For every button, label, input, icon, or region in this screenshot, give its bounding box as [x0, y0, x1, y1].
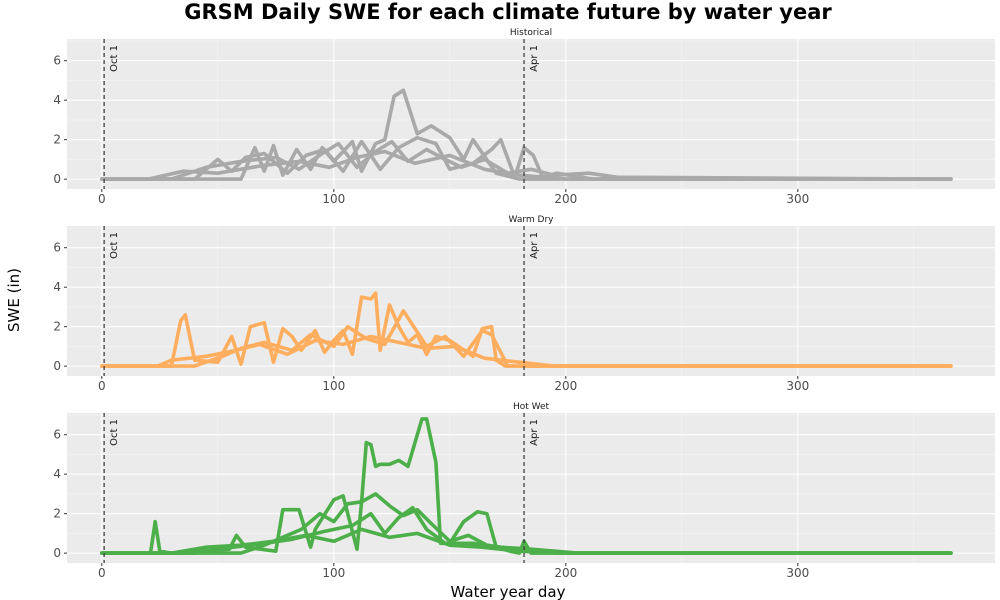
series-group — [100, 291, 953, 368]
panel-hot-wet: Hot Wet Oct 1 Apr 1 0 2 4 6 0 100 200 300 — [53, 402, 995, 580]
chart-title: GRSM Daily SWE for each climate future b… — [184, 0, 832, 24]
y-tick-label: 4 — [53, 467, 61, 481]
x-tick-label: 200 — [554, 379, 577, 393]
y-tick-label: 2 — [53, 133, 61, 147]
x-tick-label: 100 — [322, 192, 345, 206]
series-line-4 — [100, 527, 953, 555]
x-tick-label: 100 — [322, 379, 345, 393]
reference-line-label: Apr 1 — [529, 45, 540, 72]
series-line-1 — [100, 88, 953, 181]
x-tick-label: 0 — [98, 192, 106, 206]
x-axis-title: Water year day — [451, 583, 566, 600]
panel-background — [67, 413, 995, 563]
y-tick-label: 0 — [53, 172, 61, 186]
series-line-2 — [100, 135, 953, 181]
series-group — [100, 417, 953, 555]
reference-line-label: Oct 1 — [109, 232, 120, 259]
reference-line-label: Apr 1 — [529, 419, 540, 446]
x-tick-label: 0 — [98, 566, 106, 580]
series-line-3 — [100, 334, 953, 368]
x-tick-label: 200 — [554, 566, 577, 580]
x-tick-label: 100 — [322, 566, 345, 580]
y-tick-label: 4 — [53, 93, 61, 107]
y-tick-label: 6 — [53, 428, 61, 442]
reference-line-label: Apr 1 — [529, 232, 540, 259]
series-line-1 — [100, 417, 953, 555]
x-tick-label: 300 — [786, 566, 809, 580]
panel-warm-dry: Warm Dry Oct 1 Apr 1 0 2 4 6 0 100 200 300 — [53, 215, 995, 393]
series-line-3 — [100, 139, 953, 181]
series-group — [100, 88, 953, 181]
x-tick-label: 200 — [554, 192, 577, 206]
panel-historical: Historical Oct 1 Apr 1 0 2 4 6 0 100 200 300 — [53, 28, 995, 206]
reference-line-label: Oct 1 — [109, 419, 120, 446]
y-tick-label: 0 — [53, 359, 61, 373]
series-line-4 — [100, 149, 953, 181]
y-axis-title: SWE (in) — [5, 268, 23, 332]
y-tick-label: 6 — [53, 54, 61, 68]
y-tick-label: 0 — [53, 546, 61, 560]
x-tick-label: 300 — [786, 379, 809, 393]
x-tick-label: 0 — [98, 379, 106, 393]
y-tick-label: 4 — [53, 280, 61, 294]
facet-label: Hot Wet — [513, 402, 550, 412]
y-tick-label: 2 — [53, 507, 61, 521]
y-tick-label: 2 — [53, 320, 61, 334]
reference-line-label: Oct 1 — [109, 45, 120, 72]
facet-label: Historical — [510, 28, 552, 38]
y-tick-label: 6 — [53, 241, 61, 255]
facet-label: Warm Dry — [509, 215, 555, 225]
x-tick-label: 300 — [786, 192, 809, 206]
panel-background — [67, 226, 995, 376]
